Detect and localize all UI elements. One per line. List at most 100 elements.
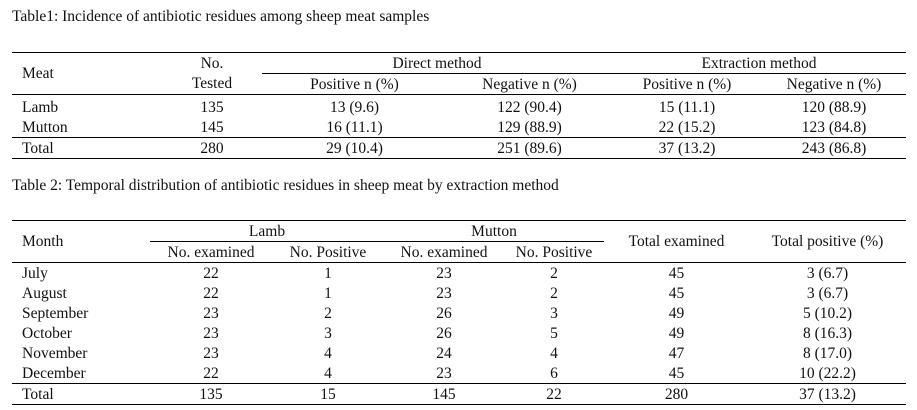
cell-total-positive: 37 (13.2) [749, 383, 906, 405]
table-row: August 22 1 23 2 45 3 (6.7) [12, 283, 906, 303]
header-mutton: Mutton [384, 220, 604, 242]
cell-lamb-examined: 22 [203, 364, 219, 382]
cell-extraction-positive: 15 (11.1) [658, 98, 716, 116]
header-mutton-positive: No. Positive [504, 241, 604, 263]
table-row: November 23 4 24 4 47 8 (17.0) [12, 343, 906, 363]
cell-month: July [22, 264, 48, 282]
cell-total-examined: 47 [668, 344, 685, 362]
header-extraction-negative: Negative n (%) [762, 73, 906, 95]
cell-lamb-examined: 22 [203, 284, 219, 302]
cell-lamb-positive: 1 [324, 284, 332, 302]
cell-lamb-positive: 4 [324, 344, 332, 362]
cell-extraction-negative: 243 (86.8) [762, 137, 906, 159]
table-row: Lamb 135 13 (9.6) 122 (90.4) 15 (11.1) 1… [12, 95, 906, 118]
cell-mutton-examined: 26 [436, 304, 452, 322]
table2-caption: Table 2: Temporal distribution of antibi… [12, 177, 559, 194]
cell-total-positive: 8 (17.0) [802, 344, 853, 362]
cell-lamb-examined: 23 [203, 304, 219, 322]
cell-mutton-examined: 23 [436, 264, 452, 282]
table2-temporal-distribution: Month Lamb Mutton Total examined Total p… [12, 220, 906, 405]
cell-mutton-positive: 2 [550, 264, 558, 282]
header-no-tested-line2: Tested [162, 73, 262, 95]
cell-month: December [22, 364, 86, 382]
cell-mutton-positive: 2 [550, 284, 558, 302]
header-total-examined: Total examined [604, 220, 749, 263]
cell-lamb-examined: 135 [150, 383, 272, 405]
cell-lamb-examined: 22 [203, 264, 219, 282]
cell-total-examined: 49 [668, 324, 685, 342]
cell-direct-negative: 129 (88.9) [497, 118, 562, 136]
cell-lamb-positive: 4 [324, 364, 332, 382]
cell-total-examined: 280 [604, 383, 749, 405]
cell-lamb-positive: 1 [324, 264, 332, 282]
cell-mutton-examined: 145 [384, 383, 504, 405]
header-month: Month [12, 220, 150, 263]
cell-lamb-positive: 3 [324, 324, 332, 342]
cell-mutton-examined: 23 [436, 284, 452, 302]
cell-mutton-examined: 26 [436, 324, 452, 342]
cell-direct-positive: 29 (10.4) [262, 137, 447, 159]
header-lamb-positive: No. Positive [272, 241, 384, 263]
table1-caption: Table1: Incidence of antibiotic residues… [12, 8, 430, 25]
cell-direct-positive: 16 (11.1) [326, 118, 383, 136]
table1-header-row-1: Meat No. Direct method Extraction method [12, 52, 906, 95]
cell-lamb-positive: 2 [324, 304, 332, 322]
cell-month: November [22, 344, 88, 362]
table-row-total: Total 135 15 145 22 280 37 (13.2) [12, 383, 906, 405]
table-row: December 22 4 23 6 45 10 (22.2) [12, 363, 906, 384]
cell-lamb-examined: 23 [203, 344, 219, 362]
cell-mutton-examined: 23 [436, 364, 452, 382]
cell-mutton-positive: 22 [504, 383, 604, 405]
table-row: Mutton 145 16 (11.1) 129 (88.9) 22 (15.2… [12, 117, 906, 138]
cell-extraction-negative: 120 (88.9) [801, 98, 867, 116]
header-extraction-method: Extraction method [612, 52, 906, 74]
table1-header-row-2: Tested Positive n (%) Negative n (%) Pos… [12, 73, 906, 95]
table2-header-row-2: No. examined No. Positive No. examined N… [12, 241, 906, 263]
cell-total-examined: 45 [668, 264, 685, 282]
cell-mutton-positive: 6 [550, 364, 558, 382]
cell-total-examined: 49 [668, 304, 685, 322]
table-row: September 23 2 26 3 49 5 (10.2) [12, 303, 906, 323]
table-row: October 23 3 26 5 49 8 (16.3) [12, 323, 906, 343]
cell-direct-negative: 251 (89.6) [447, 137, 612, 159]
cell-lamb-positive: 15 [272, 383, 384, 405]
header-mutton-examined: No. examined [384, 241, 504, 263]
header-total-positive: Total positive (%) [749, 220, 906, 263]
cell-extraction-positive: 37 (13.2) [612, 137, 762, 159]
table-row: July 22 1 23 2 45 3 (6.7) [12, 263, 906, 284]
cell-total-examined: 45 [668, 364, 685, 382]
cell-total-positive: 8 (16.3) [802, 324, 853, 342]
cell-tested: 280 [162, 137, 262, 159]
header-meat: Meat [12, 52, 162, 95]
cell-direct-positive: 13 (9.6) [329, 98, 380, 116]
cell-month: September [22, 304, 89, 322]
cell-mutton-positive: 5 [550, 324, 558, 342]
cell-extraction-negative: 123 (84.8) [801, 118, 867, 136]
cell-month: October [22, 324, 72, 342]
cell-meat: Mutton [22, 118, 68, 136]
cell-total-positive: 5 (10.2) [802, 304, 853, 322]
cell-mutton-positive: 4 [550, 344, 558, 362]
header-direct-positive: Positive n (%) [262, 73, 447, 95]
header-no-tested-line1: No. [200, 54, 224, 72]
cell-tested: 145 [200, 118, 224, 136]
cell-lamb-examined: 23 [203, 324, 219, 342]
header-lamb: Lamb [150, 220, 384, 242]
cell-month: August [22, 284, 67, 302]
cell-total-positive: 3 (6.7) [806, 284, 849, 302]
table1-incidence: Meat No. Direct method Extraction method… [12, 52, 906, 159]
cell-meat: Lamb [22, 98, 59, 116]
table2-header-row-1: Month Lamb Mutton Total examined Total p… [12, 220, 906, 263]
cell-direct-negative: 122 (90.4) [497, 98, 562, 116]
header-direct-negative: Negative n (%) [447, 73, 612, 95]
cell-mutton-positive: 3 [550, 304, 558, 322]
table-row-total: Total 280 29 (10.4) 251 (89.6) 37 (13.2)… [12, 137, 906, 159]
cell-total-positive: 3 (6.7) [806, 264, 849, 282]
cell-mutton-examined: 24 [436, 344, 452, 362]
header-direct-method: Direct method [262, 52, 612, 74]
cell-total-examined: 45 [668, 284, 685, 302]
header-extraction-positive: Positive n (%) [612, 73, 762, 95]
header-lamb-examined: No. examined [150, 241, 272, 263]
cell-month: Total [12, 383, 150, 405]
cell-total-positive: 10 (22.2) [799, 364, 856, 382]
